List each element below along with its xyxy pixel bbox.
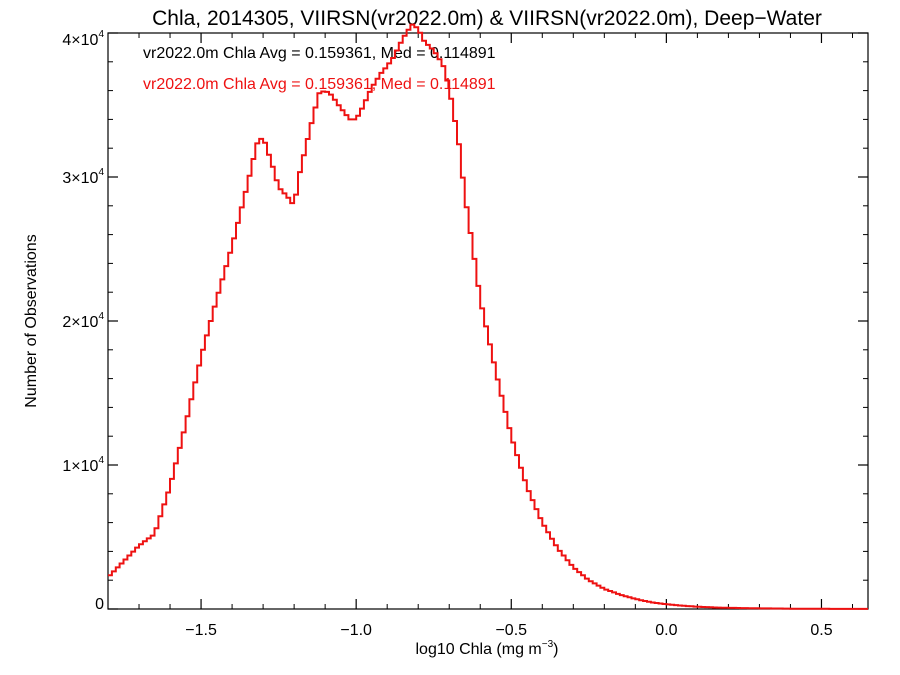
y-axis-label: Number of Observations	[23, 234, 40, 407]
chart-title: Chla, 2014305, VIIRSN(vr2022.0m) & VIIRS…	[152, 7, 822, 30]
legend-entry-2: vr2022.0m Chla Avg = 0.159361, Med = 0.1…	[143, 76, 496, 93]
x-tick-label-4: 0.5	[810, 622, 832, 639]
x-axis-label-suffix: )	[553, 641, 558, 658]
y-tick-label-2: 2×104	[62, 311, 104, 331]
y-tick-label-1: 1×104	[62, 455, 104, 475]
plot-frame	[107, 32, 869, 610]
series-line-histogram	[108, 23, 868, 610]
x-axis-ticks: −1.5 −1.0 −0.5 0.0 0.5	[107, 33, 853, 639]
y-tick-label-0: 0	[95, 596, 104, 613]
y-tick-label-4: 4×104	[62, 29, 104, 49]
legend-entry-1: vr2022.0m Chla Avg = 0.159361, Med = 0.1…	[143, 45, 496, 62]
x-tick-label-3: 0.0	[655, 622, 677, 639]
x-axis-label: log10 Chla (mg m−3)	[415, 639, 558, 658]
x-axis-label-main: log10 Chla (mg m	[415, 641, 541, 658]
y-axis-ticks: 0 1×104 2×104 3×104 4×104	[62, 29, 868, 613]
x-axis-label-exponent: −3	[542, 639, 554, 650]
x-tick-label-1: −1.0	[340, 622, 372, 639]
x-tick-label-2: −0.5	[495, 622, 527, 639]
x-tick-label-0: −1.5	[185, 622, 217, 639]
y-tick-label-3: 3×104	[62, 167, 104, 187]
